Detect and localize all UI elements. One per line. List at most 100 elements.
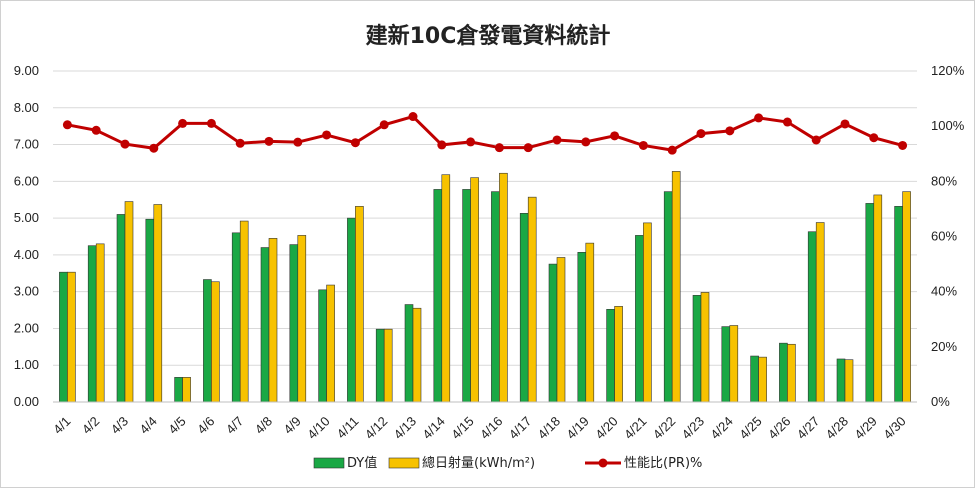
pr-point [754, 113, 764, 123]
y-right-tick-label: 120% [931, 63, 965, 78]
bar-dy [404, 304, 414, 403]
bar-dy [116, 214, 126, 403]
x-tick-label: 4/4 [137, 414, 160, 437]
bar-irradiation [527, 196, 537, 403]
pr-point [350, 138, 360, 148]
x-tick-label: 4/18 [535, 414, 564, 443]
y-right-tick-label: 80% [931, 173, 957, 188]
bar-irradiation [729, 325, 739, 403]
y-right-tick-label: 0% [931, 394, 950, 409]
bar-irradiation [758, 356, 767, 403]
x-tick-label: 4/27 [794, 414, 823, 443]
bar-irradiation [585, 242, 595, 403]
legend: DY值 總日射量(kWh/m²) 性能比(PR)% [313, 455, 702, 471]
legend-swatch-marker [598, 458, 608, 468]
bar-dy [865, 203, 875, 403]
pr-point [322, 130, 332, 140]
x-tick-label: 4/6 [194, 414, 217, 437]
x-tick-label: 4/30 [880, 414, 909, 443]
bar-dy [87, 245, 97, 403]
x-tick-label: 4/13 [391, 414, 420, 443]
pr-point [466, 137, 476, 147]
pr-point [523, 143, 533, 153]
x-tick-label: 4/5 [165, 414, 188, 437]
bar-irradiation [383, 328, 393, 403]
y-left-tick-label: 9.00 [14, 63, 39, 78]
pr-point [869, 133, 879, 143]
y-left-tick-label: 1.00 [14, 357, 39, 372]
x-tick-label: 4/21 [621, 414, 650, 443]
bar-dy [836, 358, 846, 403]
x-tick-label: 4/25 [736, 414, 765, 443]
bar-irradiation [95, 243, 105, 403]
legend-label: 總日射量(kWh/m²) [422, 455, 535, 471]
y-right-tick-label: 60% [931, 229, 957, 244]
bar-irradiation [412, 307, 422, 403]
bar-irradiation [182, 377, 191, 403]
bars [59, 171, 911, 403]
bar-irradiation [671, 171, 681, 403]
bar-irradiation [326, 284, 335, 403]
pr-line [62, 112, 908, 155]
x-tick-label: 4/26 [765, 414, 794, 443]
bar-dy [203, 279, 212, 403]
bar-dy [318, 289, 327, 403]
x-tick-label: 4/3 [108, 414, 131, 437]
y-left-tick-label: 3.00 [14, 284, 39, 299]
bar-dy [491, 191, 500, 403]
x-tick-label: 4/29 [851, 414, 880, 443]
y-left-tick-label: 5.00 [14, 210, 39, 225]
bar-irradiation [297, 235, 307, 403]
y-left-tick-label: 0.00 [14, 394, 39, 409]
bar-dy [59, 271, 68, 403]
bar-dy [663, 191, 673, 403]
pr-point [408, 112, 418, 122]
pr-point [696, 129, 706, 139]
y-right-tick-label: 40% [931, 284, 957, 299]
bar-dy [289, 244, 299, 403]
pr-point [725, 126, 735, 136]
x-tick-label: 4/20 [592, 414, 621, 443]
y-left-tick-label: 8.00 [14, 100, 39, 115]
bar-dy [779, 342, 788, 403]
bar-dy [577, 252, 587, 403]
bar-irradiation [441, 174, 451, 403]
bar-irradiation [67, 271, 76, 403]
x-tick-label: 4/12 [362, 414, 391, 443]
pr-point [581, 137, 591, 147]
x-tick-label: 4/14 [419, 414, 448, 443]
bar-irradiation [499, 172, 508, 403]
bar-irradiation [556, 257, 566, 403]
bar-irradiation [124, 201, 134, 403]
x-tick-label: 4/10 [304, 414, 333, 443]
bar-dy [174, 377, 183, 403]
pr-point [494, 143, 504, 153]
legend-swatch [313, 457, 345, 469]
bar-irradiation [700, 292, 710, 403]
y-left-tick-label: 7.00 [14, 137, 39, 152]
bar-dy [807, 231, 817, 403]
bar-dy [347, 217, 356, 403]
x-tick-label: 4/22 [650, 414, 679, 443]
legend-swatch [388, 457, 420, 469]
y-left-tick-label: 4.00 [14, 247, 39, 262]
bar-irradiation [787, 343, 796, 403]
bar-irradiation [211, 281, 220, 403]
bar-dy [375, 328, 385, 403]
pr-point [610, 131, 620, 141]
legend-label: 性能比(PR)% [624, 456, 702, 471]
pr-point [667, 145, 677, 155]
x-tick-label: 4/8 [252, 414, 275, 437]
legend-label: DY值 [347, 455, 377, 471]
pr-point [437, 140, 447, 150]
bar-irradiation [873, 194, 883, 403]
x-tick-label: 4/17 [506, 414, 535, 443]
bar-dy [145, 218, 155, 403]
x-tick-label: 4/1 [50, 414, 73, 437]
bar-dy [750, 355, 759, 403]
pr-series-line [67, 114, 903, 152]
chart-title: 建新10C倉發電資料統計 [366, 23, 611, 49]
pr-point [62, 120, 72, 130]
bar-irradiation [643, 222, 652, 403]
